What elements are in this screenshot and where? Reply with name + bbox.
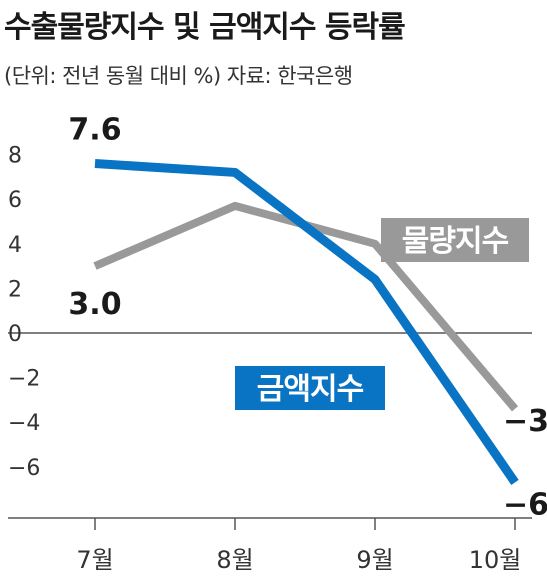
legend-amount-box bbox=[235, 366, 385, 410]
y-tick-label: 6 bbox=[8, 188, 22, 213]
data-label: 7.6 bbox=[68, 113, 121, 148]
data-label: 3.0 bbox=[68, 287, 121, 322]
chart-title: 수출물량지수 및 금액지수 등락률 bbox=[4, 10, 406, 45]
y-tick-label: −2 bbox=[8, 367, 40, 392]
legend-volume-box bbox=[381, 218, 529, 262]
y-tick-label: −6 bbox=[8, 456, 40, 481]
legend-volume-text: 물량지수 bbox=[402, 224, 509, 259]
x-tick-label: 10월 bbox=[469, 546, 522, 574]
series-line-amount bbox=[94, 159, 519, 485]
y-tick-label: −4 bbox=[8, 411, 40, 436]
x-tick-label: 8월 bbox=[216, 546, 253, 574]
data-label: −3.4 bbox=[503, 404, 547, 439]
legend-amount-text: 금액지수 bbox=[257, 372, 364, 407]
x-tick-label: 9월 bbox=[356, 546, 393, 574]
x-tick-label: 7월 bbox=[76, 546, 113, 574]
y-tick-label: 8 bbox=[8, 144, 22, 169]
data-label: −6.7 bbox=[503, 487, 547, 522]
y-tick-label: 2 bbox=[8, 277, 22, 302]
y-tick-label: 4 bbox=[8, 233, 22, 258]
chart-subtitle: (단위: 전년 동월 대비 %) 자료: 한국은행 bbox=[4, 64, 353, 88]
y-tick-label: 0 bbox=[8, 322, 22, 347]
